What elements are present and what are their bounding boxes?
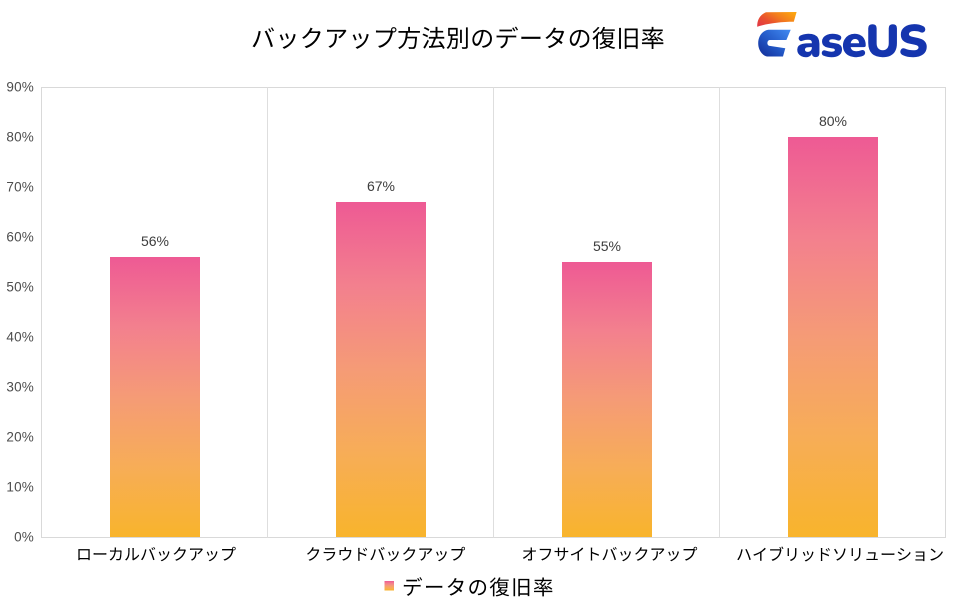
svg-text:60%: 60% <box>6 230 34 245</box>
svg-text:10%: 10% <box>6 480 34 495</box>
svg-text:20%: 20% <box>6 430 34 445</box>
svg-text:70%: 70% <box>6 180 34 195</box>
svg-text:80%: 80% <box>6 130 34 145</box>
svg-text:67%: 67% <box>367 178 395 194</box>
svg-text:50%: 50% <box>6 280 34 295</box>
svg-text:55%: 55% <box>593 238 621 254</box>
svg-text:56%: 56% <box>141 233 169 249</box>
svg-text:0%: 0% <box>14 530 34 545</box>
svg-text:80%: 80% <box>819 113 847 129</box>
svg-text:40%: 40% <box>6 330 34 345</box>
svg-text:30%: 30% <box>6 380 34 395</box>
svg-text:90%: 90% <box>6 80 34 95</box>
